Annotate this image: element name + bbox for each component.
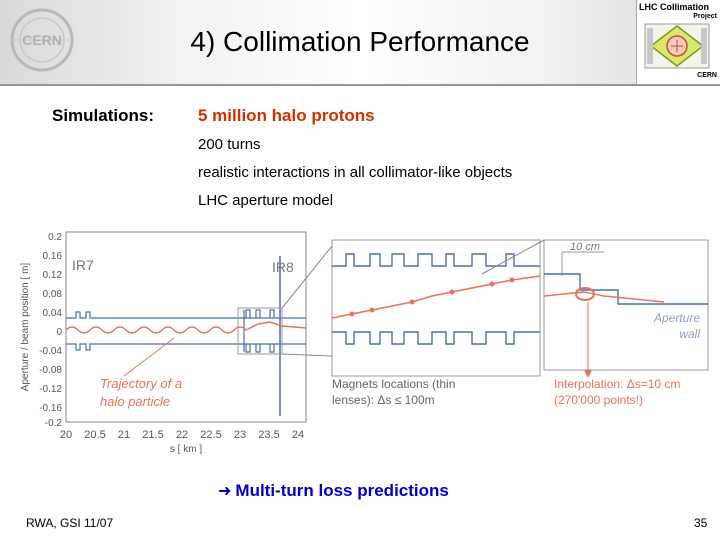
zoom-aperture (332, 253, 540, 345)
interp-label: Interpolation: Δs=10 cm (554, 377, 680, 391)
header-gradient (0, 0, 720, 84)
logo-line3: CERN (697, 72, 717, 79)
zoom-connector (481, 239, 545, 275)
magnets-label: lenses): Δs ≤ 100m (332, 393, 435, 407)
trajectory-label: Trajectory of a (100, 376, 182, 391)
y-axis-label: Aperture / beam position [ m] (20, 263, 31, 392)
bullet-item: 200 turns (198, 136, 261, 153)
page-title: 4) Collimation Performance (190, 26, 530, 57)
highlight-text: 5 million halo protons (198, 106, 375, 125)
trajectory-label: halo particle (100, 394, 170, 409)
y-tick: -0.2 (45, 418, 63, 429)
aperture-wall (66, 256, 306, 416)
bullet-item: realistic interactions in all collimator… (198, 164, 513, 181)
cern-logo: CERN (10, 8, 74, 72)
x-tick: 22 (176, 429, 188, 441)
zoom-trajectory (331, 275, 541, 319)
interp-label: (270'000 points!) (554, 393, 643, 407)
x-tick: 20.5 (84, 429, 105, 441)
lhc-collimation-logo: LHC Collimation Project CERN (636, 0, 720, 84)
zoom-connector (281, 245, 333, 309)
x-tick: 21 (118, 429, 130, 441)
header-divider (0, 84, 720, 86)
interp-trajectory (543, 291, 665, 303)
simulations-label: Simulations: (52, 106, 155, 125)
slide-number: 35 (694, 516, 708, 530)
y-tick: 0.08 (43, 289, 63, 300)
x-tick: 24 (292, 429, 304, 441)
interp-aperture (544, 273, 708, 305)
logo-line2: Project (693, 13, 717, 20)
ir7-label: IR7 (72, 257, 94, 273)
x-tick: 21.5 (142, 429, 163, 441)
y-tick: 0.04 (43, 308, 63, 319)
y-tick: 0 (56, 327, 62, 338)
aperture-label: Aperture (653, 311, 700, 325)
plot-frame (65, 231, 307, 423)
aperture-label: wall (679, 327, 700, 341)
y-tick: -0.04 (39, 346, 62, 357)
result-line: ➜ Multi-turn loss predictions (218, 481, 449, 501)
footer-left: RWA, GSI 11/07 (26, 516, 114, 530)
y-tick: -0.08 (39, 365, 62, 376)
scale-label: 10 cm (570, 241, 600, 253)
x-tick: 22.5 (200, 429, 221, 441)
y-tick: -0.12 (39, 384, 62, 395)
y-tick: 0.2 (48, 232, 62, 243)
interp-arrowhead (584, 370, 592, 378)
x-tick: 20 (60, 429, 72, 441)
zoom-connector (281, 353, 333, 357)
bullet-item: LHC aperture model (198, 192, 334, 209)
x-tick: 23 (234, 429, 246, 441)
cern-logo-text: CERN (22, 32, 62, 48)
logo-line1: LHC Collimation (639, 2, 709, 12)
x-tick: 23.5 (258, 429, 279, 441)
x-axis-label: s [ km ] (170, 444, 202, 455)
y-tick: 0.16 (43, 251, 63, 262)
zoom-panel-interpolation (543, 239, 709, 371)
simulation-figure: 0.2 0.16 0.12 0.08 0.04 0 -0.04 -0.08 -0… (20, 231, 709, 455)
magnets-label: Magnets locations (thin (332, 377, 455, 391)
right-arrow-icon: ➜ (218, 481, 232, 500)
trajectory-curve (65, 321, 307, 334)
header-bar (0, 0, 720, 84)
trajectory-pointer (123, 337, 175, 377)
ir8-label: IR8 (272, 259, 294, 275)
impact-point (575, 287, 595, 301)
y-tick: 0.12 (43, 270, 63, 281)
magnet-point (349, 277, 515, 317)
zoom-box (237, 307, 283, 355)
result-text: Multi-turn loss predictions (235, 481, 449, 500)
y-tick: -0.16 (39, 403, 62, 414)
collimator-emblem-icon (644, 23, 710, 69)
zoom-panel-magnets (331, 239, 541, 377)
